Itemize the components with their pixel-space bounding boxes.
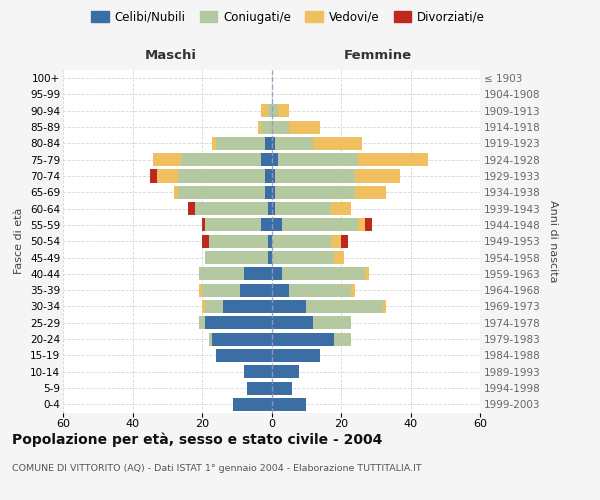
Bar — [334, 251, 344, 264]
Bar — [358, 153, 428, 166]
Bar — [223, 300, 271, 313]
Bar — [268, 202, 271, 215]
Bar — [271, 251, 334, 264]
Bar — [205, 300, 223, 313]
Bar — [271, 120, 289, 134]
Y-axis label: Anni di nascita: Anni di nascita — [548, 200, 558, 282]
Text: COMUNE DI VITTORITO (AQ) - Dati ISTAT 1° gennaio 2004 - Elaborazione TUTTITALIA.: COMUNE DI VITTORITO (AQ) - Dati ISTAT 1°… — [12, 464, 422, 473]
Bar — [275, 170, 355, 182]
Bar — [188, 202, 195, 215]
Bar — [261, 120, 271, 134]
Bar — [271, 382, 292, 394]
Bar — [355, 170, 400, 182]
Bar — [278, 153, 358, 166]
Bar — [271, 332, 334, 345]
Bar — [268, 104, 271, 118]
Bar — [271, 300, 306, 313]
Bar — [244, 268, 271, 280]
Bar — [331, 202, 352, 215]
Bar — [265, 186, 271, 199]
Bar — [181, 153, 261, 166]
Bar — [334, 332, 352, 345]
Bar — [150, 170, 157, 182]
Bar — [341, 234, 348, 248]
Bar — [174, 186, 178, 199]
Legend: Celibi/Nubili, Coniugati/e, Vedovi/e, Divorziati/e: Celibi/Nubili, Coniugati/e, Vedovi/e, Di… — [86, 6, 490, 28]
Bar — [209, 234, 268, 248]
Bar — [271, 234, 331, 248]
Bar — [244, 365, 271, 378]
Bar — [154, 153, 181, 166]
Bar — [265, 170, 271, 182]
Bar — [271, 104, 278, 118]
Bar — [358, 218, 365, 232]
Bar — [205, 316, 271, 330]
Bar — [271, 349, 320, 362]
Bar — [195, 202, 268, 215]
Bar — [216, 137, 265, 150]
Bar — [240, 284, 271, 296]
Bar — [209, 332, 212, 345]
Bar — [365, 268, 369, 280]
Bar — [202, 300, 205, 313]
Bar — [178, 170, 265, 182]
Bar — [383, 300, 386, 313]
Bar — [157, 170, 178, 182]
Bar — [275, 202, 331, 215]
Bar — [271, 153, 278, 166]
Bar — [212, 332, 271, 345]
Bar — [202, 234, 209, 248]
Bar — [268, 234, 271, 248]
Bar — [271, 218, 282, 232]
Bar — [271, 268, 282, 280]
Bar — [271, 398, 306, 411]
Bar — [247, 382, 271, 394]
Text: Popolazione per età, sesso e stato civile - 2004: Popolazione per età, sesso e stato civil… — [12, 432, 382, 447]
Bar — [271, 316, 313, 330]
Bar — [355, 186, 386, 199]
Bar — [282, 268, 365, 280]
Bar — [313, 316, 352, 330]
Bar — [205, 218, 261, 232]
Bar — [275, 137, 313, 150]
Bar — [352, 284, 355, 296]
Text: Femmine: Femmine — [344, 49, 412, 62]
Bar — [233, 398, 271, 411]
Bar — [202, 218, 205, 232]
Bar — [306, 300, 383, 313]
Bar — [261, 218, 271, 232]
Bar — [313, 137, 362, 150]
Bar — [199, 284, 202, 296]
Bar — [365, 218, 372, 232]
Bar — [271, 137, 275, 150]
Bar — [205, 251, 268, 264]
Bar — [289, 120, 320, 134]
Y-axis label: Fasce di età: Fasce di età — [14, 208, 25, 274]
Bar — [257, 120, 261, 134]
Bar — [261, 153, 271, 166]
Bar — [199, 268, 244, 280]
Bar — [271, 170, 275, 182]
Bar — [216, 349, 271, 362]
Bar — [178, 186, 265, 199]
Bar — [202, 284, 240, 296]
Bar — [212, 137, 216, 150]
Bar — [331, 234, 341, 248]
Text: Maschi: Maschi — [145, 49, 197, 62]
Bar — [282, 218, 358, 232]
Bar — [261, 104, 268, 118]
Bar — [278, 104, 289, 118]
Bar — [265, 137, 271, 150]
Bar — [271, 186, 275, 199]
Bar — [271, 284, 289, 296]
Bar — [271, 365, 299, 378]
Bar — [289, 284, 352, 296]
Bar — [275, 186, 355, 199]
Bar — [199, 316, 205, 330]
Bar — [268, 251, 271, 264]
Bar — [271, 202, 275, 215]
